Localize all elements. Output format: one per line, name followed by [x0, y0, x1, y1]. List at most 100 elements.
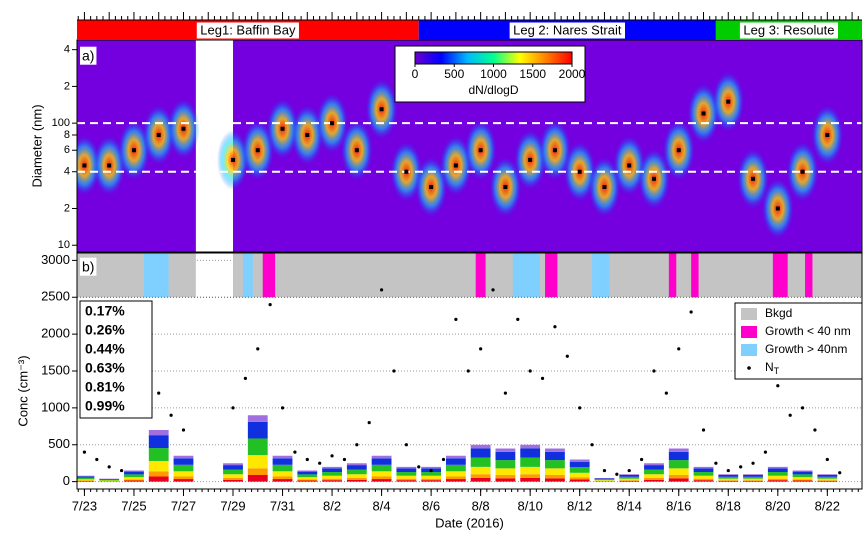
- stacked-bar-segment: [124, 479, 144, 481]
- mode-diameter-point: [478, 148, 483, 153]
- colorbar-tick-label: 0: [412, 67, 419, 81]
- stacked-bar-segment: [396, 472, 417, 476]
- nt-point: [82, 450, 87, 454]
- x-tick-label: 8/22: [815, 498, 840, 513]
- stacked-bar-segment: [148, 471, 169, 477]
- legend-swatch: [741, 344, 757, 356]
- stacked-bar-segment: [223, 463, 243, 466]
- stacked-bar-segment: [346, 463, 367, 466]
- stacked-bar-segment: [297, 474, 318, 478]
- stacked-bar-segment: [817, 476, 838, 479]
- series-legend-box: [79, 300, 153, 419]
- mode-diameter-point: [429, 184, 434, 189]
- y-tick-label: 6: [64, 144, 70, 156]
- stacked-bar-segment: [124, 474, 144, 478]
- stacked-bar-segment: [77, 481, 95, 482]
- panel-label-box: [80, 257, 97, 276]
- stacked-bar-segment: [421, 480, 442, 482]
- mode-diameter-point: [751, 176, 756, 181]
- leg-label: Leg 3: Resolute: [743, 22, 834, 37]
- nt-point: [763, 450, 768, 454]
- y-tick-label: 1500: [41, 362, 70, 377]
- stacked-bar-segment: [545, 478, 565, 482]
- stacked-bar-segment: [148, 476, 169, 482]
- stacked-bar-segment: [619, 474, 640, 477]
- stacked-bar-segment: [817, 474, 838, 475]
- nt-point: [417, 465, 421, 469]
- nt-point: [231, 406, 235, 410]
- stacked-bar-segment: [545, 448, 565, 452]
- stacked-bar-segment: [569, 461, 590, 468]
- stacked-bar-segment: [545, 474, 565, 479]
- stacked-bar-segment: [569, 459, 590, 462]
- stacked-bar-segment: [792, 477, 813, 480]
- event-class-band: [262, 253, 276, 298]
- nt-point: [776, 384, 780, 388]
- stacked-bar-segment: [322, 475, 342, 479]
- nt-point: [293, 450, 297, 454]
- stacked-bar-segment: [223, 469, 243, 475]
- stacked-bar-segment: [445, 479, 466, 482]
- stacked-bar-segment: [619, 476, 640, 479]
- mode-diameter-point: [379, 107, 384, 112]
- mode-diameter-point: [726, 99, 731, 104]
- nt-point: [429, 468, 433, 473]
- stacked-bar-segment: [173, 458, 194, 465]
- mode-diameter-point: [651, 176, 656, 181]
- nt-point: [615, 472, 619, 476]
- stacked-bar-segment: [272, 458, 293, 465]
- stacked-bar-segment: [817, 480, 838, 482]
- mode-diameter-point: [107, 163, 112, 168]
- stacked-bar-segment: [77, 480, 95, 482]
- stacked-bar-segment: [718, 480, 739, 481]
- nt-point: [491, 288, 495, 292]
- nt-point: [726, 468, 730, 473]
- stacked-bar-segment: [792, 479, 813, 481]
- stacked-bar-segment: [520, 474, 541, 478]
- stacked-bar-segment: [743, 480, 763, 481]
- leg-label: Leg 2: Nares Strait: [513, 22, 622, 37]
- stacked-bar-segment: [297, 471, 318, 475]
- nt-point: [540, 376, 545, 380]
- nt-point: [739, 465, 743, 469]
- series-legend-label: 0.63%: [85, 360, 125, 376]
- stacked-bar-segment: [148, 435, 169, 449]
- nt-point: [800, 406, 805, 410]
- colorbar-tick-label: 1500: [519, 67, 546, 81]
- nt-point: [813, 428, 817, 432]
- nt-point: [305, 457, 309, 462]
- y-tick-label: 1000: [41, 399, 70, 414]
- x-tick-label: 7/29: [220, 498, 245, 513]
- stacked-bar-segment: [693, 468, 714, 473]
- stacked-bar-segment: [272, 464, 293, 472]
- stacked-bar-segment: [569, 479, 590, 482]
- mode-diameter-point: [676, 148, 681, 153]
- y-tick-label: 2500: [41, 289, 70, 304]
- x-tick-label: 8/14: [617, 498, 642, 513]
- mode-diameter-point: [354, 148, 359, 153]
- series-legend-label: 0.99%: [85, 398, 125, 414]
- event-class-band: [691, 253, 699, 298]
- stacked-bar-segment: [792, 480, 813, 482]
- stacked-bar-segment: [569, 477, 590, 480]
- stacked-bar-segment: [693, 475, 714, 479]
- stacked-bar-segment: [619, 474, 640, 475]
- stacked-bar-segment: [396, 478, 417, 481]
- nt-point: [714, 461, 718, 465]
- stacked-bar-segment: [297, 470, 318, 472]
- stacked-bar-segment: [247, 468, 268, 475]
- stacked-bar-segment: [470, 474, 491, 478]
- stacked-bar-segment: [371, 458, 392, 465]
- stacked-bar-segment: [124, 480, 144, 482]
- nt-point: [788, 413, 792, 417]
- stacked-bar-segment: [718, 480, 739, 482]
- y-axis-title: Diameter (nm): [29, 104, 44, 187]
- x-tick-label: 8/20: [765, 498, 790, 513]
- nt-point: [602, 468, 607, 473]
- stacked-bar-segment: [644, 477, 664, 480]
- stacked-bar-segment: [668, 478, 689, 482]
- stacked-bar-segment: [470, 466, 491, 475]
- mode-diameter-point: [280, 126, 285, 131]
- panel-b-plot: [77, 253, 862, 483]
